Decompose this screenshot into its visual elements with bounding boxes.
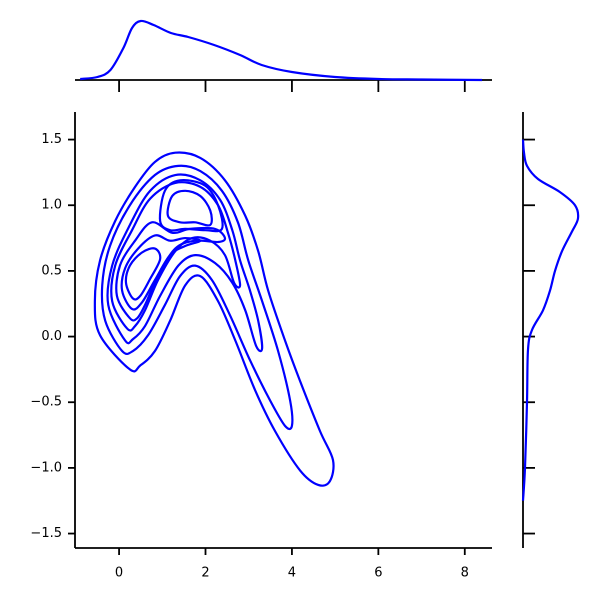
contour-line [120,234,202,311]
contour-line [158,178,224,233]
x-tick-label: 2 [201,566,209,581]
contour-line [110,181,242,332]
y-tick-label: 0.0 [41,329,62,344]
x-tick-label: 6 [374,566,382,581]
y-tick-label: 0.5 [41,263,62,278]
y-tick-label: −1.0 [30,460,62,475]
contour-line [106,173,264,353]
y-tick-label: 1.0 [41,198,62,213]
y-tick-label: 1.5 [41,132,62,147]
contour-line [166,189,213,227]
contour-line [100,164,294,431]
y-marginal-kde [521,139,580,501]
contour-line [115,221,227,322]
x-marginal-kde [80,19,483,82]
y-tick-label: −0.5 [30,395,62,410]
contour-line [124,247,162,301]
x-tick-label: 8 [461,566,469,581]
y-tick-label: −1.5 [30,526,62,541]
x-tick-label: 0 [115,566,123,581]
x-tick-label: 4 [288,566,296,581]
contour-line [93,151,335,487]
